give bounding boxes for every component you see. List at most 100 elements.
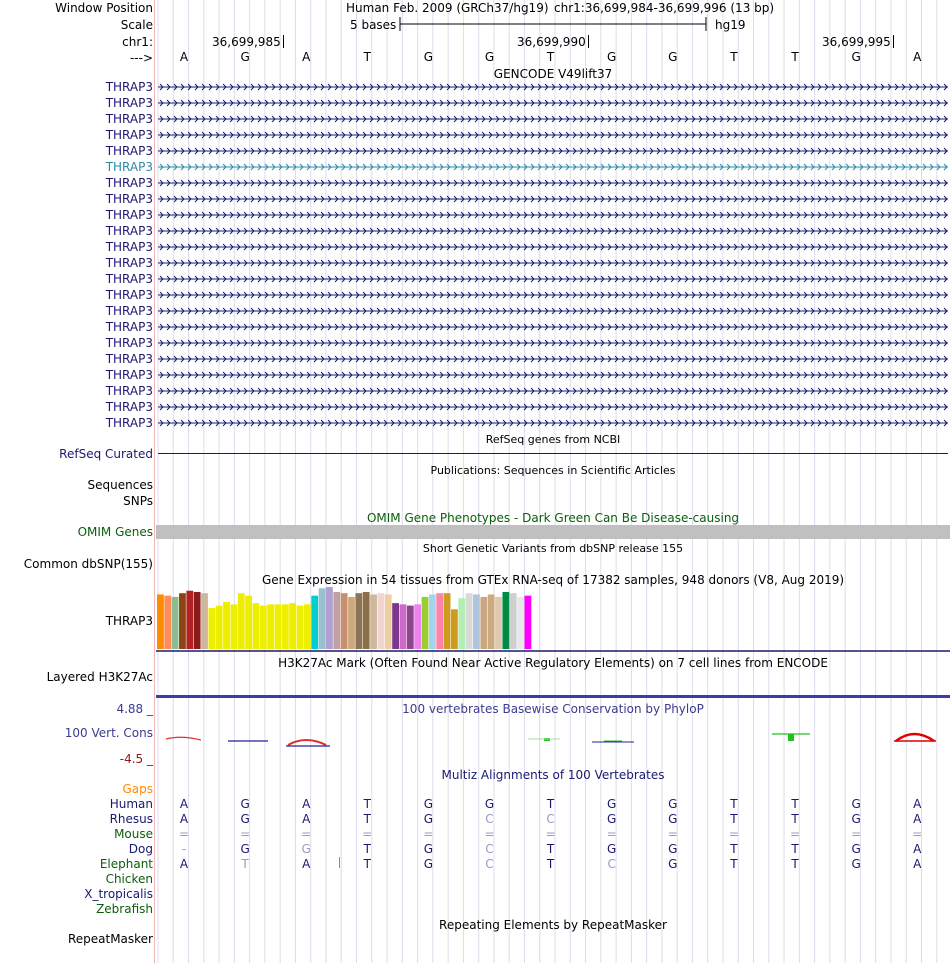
gtex-tissue-bar[interactable] <box>480 596 488 649</box>
gtex-tissue-bar[interactable] <box>487 594 495 649</box>
gtex-tissue-bar[interactable] <box>281 604 289 649</box>
gencode-gene-line[interactable] <box>158 370 948 380</box>
gtex-label[interactable]: THRAP3 <box>105 614 153 628</box>
repeatmasker-label[interactable]: RepeatMasker <box>67 932 153 946</box>
gencode-gene-label[interactable]: THRAP3 <box>105 192 153 206</box>
gtex-title[interactable]: Gene Expression in 54 tissues from GTEx … <box>261 573 845 587</box>
gtex-tissue-bar[interactable] <box>399 604 407 649</box>
gencode-gene-line[interactable] <box>158 178 948 188</box>
multiz-species-label[interactable]: Human <box>109 797 153 811</box>
gencode-gene-label[interactable]: THRAP3 <box>105 176 153 190</box>
gtex-tissue-bar[interactable] <box>318 588 326 649</box>
gtex-tissue-bar[interactable] <box>296 605 304 649</box>
publications-label-sequences[interactable]: Sequences <box>87 478 153 492</box>
gencode-gene-line[interactable] <box>158 210 948 220</box>
gtex-tissue-bar[interactable] <box>311 595 319 649</box>
refseq-gene-line[interactable] <box>158 453 948 454</box>
gencode-gene-line[interactable] <box>158 146 948 156</box>
strand-label[interactable]: ---> <box>129 51 153 65</box>
dbsnp-title[interactable]: Short Genetic Variants from dbSNP releas… <box>422 542 684 555</box>
phylop-title[interactable]: 100 vertebrates Basewise Conservation by… <box>402 702 704 716</box>
omim-title[interactable]: OMIM Gene Phenotypes - Dark Green Can Be… <box>366 511 740 525</box>
gtex-tissue-bar[interactable] <box>171 596 179 649</box>
gtex-tissue-bar[interactable] <box>458 598 466 649</box>
gencode-gene-line[interactable] <box>158 194 948 204</box>
gtex-tissue-bar[interactable] <box>164 595 172 649</box>
gtex-tissue-bar[interactable] <box>473 594 480 649</box>
gtex-tissue-bar[interactable] <box>245 595 252 649</box>
gencode-gene-line[interactable] <box>158 82 948 92</box>
chrom-label[interactable]: chr1: <box>122 35 153 49</box>
gencode-gene-label[interactable]: THRAP3 <box>105 80 153 94</box>
multiz-species-row[interactable] <box>0 887 950 901</box>
gtex-tissue-bar[interactable] <box>179 593 186 649</box>
gencode-gene-line[interactable] <box>158 322 948 332</box>
publications-title[interactable]: Publications: Sequences in Scientific Ar… <box>430 464 676 477</box>
gencode-gene-line[interactable] <box>158 274 948 284</box>
gtex-tissue-bar[interactable] <box>333 591 341 649</box>
gencode-gene-label[interactable]: THRAP3 <box>105 288 153 302</box>
gencode-gene-line[interactable] <box>158 98 948 108</box>
gtex-tissue-bar[interactable] <box>230 604 238 649</box>
dbsnp-label[interactable]: Common dbSNP(155) <box>23 557 153 571</box>
multiz-species-label[interactable]: X_tropicalis <box>84 887 153 901</box>
refseq-title[interactable]: RefSeq genes from NCBI <box>485 433 621 446</box>
gtex-tissue-bar[interactable] <box>517 596 524 649</box>
gtex-tissue-bar[interactable] <box>465 593 473 649</box>
gtex-tissue-bar[interactable] <box>237 593 245 649</box>
h3k27ac-title[interactable]: H3K27Ac Mark (Often Found Near Active Re… <box>278 656 828 670</box>
refseq-label[interactable]: RefSeq Curated <box>59 447 153 461</box>
gtex-tissue-bar[interactable] <box>304 604 311 649</box>
gencode-gene-label[interactable]: THRAP3 <box>105 240 153 254</box>
multiz-species-row[interactable]: = = = = = = = = = = = = = <box>0 827 950 841</box>
gtex-tissue-bar[interactable] <box>436 593 444 649</box>
gtex-tissue-bar[interactable] <box>186 590 194 649</box>
gencode-gene-label[interactable]: THRAP3 <box>105 208 153 222</box>
gtex-tissue-bar[interactable] <box>355 593 363 649</box>
gencode-title[interactable]: GENCODE V49lift37 <box>493 67 613 81</box>
gencode-gene-line[interactable] <box>158 354 948 364</box>
omim-gene-bar[interactable] <box>156 525 950 539</box>
gtex-tissue-bar[interactable] <box>495 596 502 649</box>
gencode-gene-label[interactable]: THRAP3 <box>105 256 153 270</box>
gtex-tissue-bar[interactable] <box>421 596 429 649</box>
gencode-gene-label[interactable]: THRAP3 <box>105 112 153 126</box>
multiz-species-label[interactable]: Mouse <box>114 827 153 841</box>
gencode-gene-line[interactable] <box>158 338 948 348</box>
gencode-gene-label[interactable]: THRAP3 <box>105 96 153 110</box>
gtex-tissue-bar[interactable] <box>274 604 282 649</box>
gtex-tissue-bar[interactable] <box>215 605 223 649</box>
gtex-tissue-bar[interactable] <box>157 594 164 649</box>
gtex-tissue-bar[interactable] <box>451 609 458 649</box>
multiz-species-row[interactable] <box>0 902 950 916</box>
gtex-tissue-bar[interactable] <box>267 604 275 649</box>
gtex-tissue-bar[interactable] <box>370 594 377 649</box>
gtex-tissue-bar[interactable] <box>406 605 414 649</box>
multiz-species-label[interactable]: Elephant <box>99 857 153 871</box>
gencode-gene-label[interactable]: THRAP3 <box>105 304 153 318</box>
gencode-gene-label[interactable]: THRAP3 <box>105 336 153 350</box>
gtex-tissue-bar[interactable] <box>502 591 510 649</box>
gencode-gene-line[interactable] <box>158 114 948 124</box>
gtex-tissue-bar[interactable] <box>384 594 392 649</box>
gencode-gene-label[interactable]: THRAP3 <box>105 352 153 366</box>
gencode-gene-line[interactable] <box>158 130 948 140</box>
multiz-gaps-label[interactable]: Gaps <box>122 782 153 796</box>
gtex-tissue-bar[interactable] <box>428 594 436 649</box>
multiz-species-label[interactable]: Dog <box>128 842 153 856</box>
gencode-gene-label[interactable]: THRAP3 <box>105 128 153 142</box>
gtex-tissue-bar[interactable] <box>223 601 230 649</box>
h3k27ac-signal-bar[interactable] <box>156 695 950 698</box>
gencode-gene-label[interactable]: THRAP3 <box>105 272 153 286</box>
gencode-gene-line[interactable] <box>158 226 948 236</box>
gtex-tissue-bar[interactable] <box>377 593 385 649</box>
gencode-gene-line[interactable] <box>158 162 948 172</box>
gencode-gene-line[interactable] <box>158 290 948 300</box>
repeatmasker-title[interactable]: Repeating Elements by RepeatMasker <box>439 918 667 932</box>
gencode-gene-line[interactable] <box>158 242 948 252</box>
gencode-gene-line[interactable] <box>158 386 948 396</box>
gtex-tissue-bar[interactable] <box>348 596 355 649</box>
